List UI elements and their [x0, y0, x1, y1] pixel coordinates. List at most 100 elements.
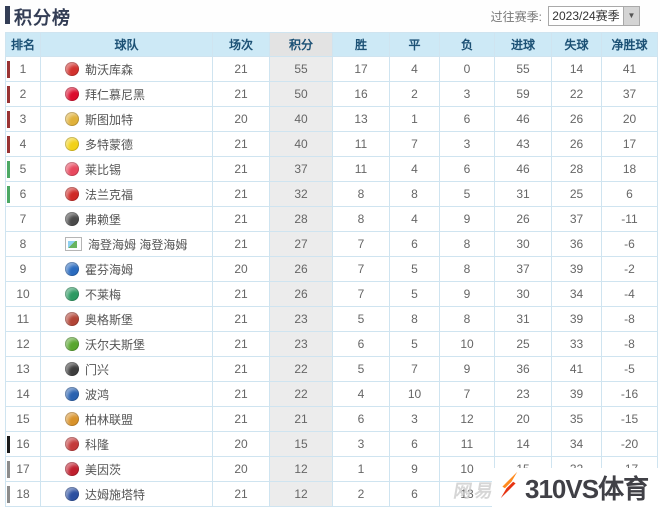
stat-cell-gf: 36 [494, 356, 552, 382]
rank-cell: 11 [5, 306, 41, 332]
team-name: 多特蒙德 [85, 137, 134, 152]
team-logo-icon [65, 312, 79, 326]
team-logo-icon [65, 262, 79, 276]
stat-cell-draw: 4 [389, 206, 440, 232]
stat-cell-played: 21 [212, 81, 270, 107]
team-cell: 美因茨 [40, 456, 213, 482]
stat-cell-win: 7 [332, 256, 390, 282]
season-label: 过往赛季: [490, 9, 542, 24]
team-logo-icon [65, 337, 79, 351]
team-name: 美因茨 [85, 462, 122, 477]
team-cell: 达姆施塔特 [40, 481, 213, 507]
stat-cell-loss: 13 [439, 481, 495, 507]
stat-cell-ga: 14 [551, 56, 602, 82]
rank-cell: 1 [5, 56, 41, 82]
team-logo-icon [65, 412, 79, 426]
rank-cell: 18 [5, 481, 41, 507]
rank-cell: 3 [5, 106, 41, 132]
stat-cell-points: 28 [269, 206, 333, 232]
stat-cell-draw: 2 [389, 81, 440, 107]
stat-cell-loss: 3 [439, 81, 495, 107]
stat-cell-ga: 39 [551, 256, 602, 282]
rank-cell: 17 [5, 456, 41, 482]
stat-cell-loss: 8 [439, 256, 495, 282]
column-header-rank: 排名 [5, 32, 41, 57]
team-cell: 奥格斯堡 [40, 306, 213, 332]
stat-cell-points: 27 [269, 231, 333, 257]
stat-cell-draw: 6 [389, 431, 440, 457]
stat-cell-points: 50 [269, 81, 333, 107]
column-header-gf: 进球 [494, 32, 552, 57]
stat-cell-gd: 41 [601, 56, 658, 82]
stat-cell-gd: -16 [601, 381, 658, 407]
stat-cell-draw: 5 [389, 331, 440, 357]
team-name: 波鸿 [85, 387, 110, 402]
qualification-marker [7, 436, 10, 453]
rank-cell: 7 [5, 206, 41, 232]
stat-cell-loss: 10 [439, 331, 495, 357]
team-name: 莱比锡 [85, 162, 122, 177]
stat-cell-points: 55 [269, 56, 333, 82]
stat-cell-draw: 3 [389, 406, 440, 432]
rank-cell: 10 [5, 281, 41, 307]
rank-cell: 14 [5, 381, 41, 407]
team-cell: 海登海姆 海登海姆 [40, 231, 213, 257]
stat-cell-win: 3 [332, 431, 390, 457]
stat-cell-draw: 9 [389, 456, 440, 482]
team-cell: 沃尔夫斯堡 [40, 331, 213, 357]
stat-cell-ga: 34 [551, 281, 602, 307]
stat-cell-points: 37 [269, 156, 333, 182]
team-cell: 斯图加特 [40, 106, 213, 132]
stat-cell-draw: 5 [389, 256, 440, 282]
table-row: 18 达姆施塔特 21 12 2 6 13 [5, 481, 658, 507]
team-logo-icon [65, 437, 79, 451]
season-select[interactable]: 2023/24赛季 ▼ [548, 6, 640, 26]
stat-cell-gf: 30 [494, 281, 552, 307]
team-name: 不莱梅 [85, 287, 122, 302]
team-name: 达姆施塔特 [85, 487, 146, 502]
team-cell: 霍芬海姆 [40, 256, 213, 282]
stat-cell-ga: 39 [551, 381, 602, 407]
stat-cell-gf: 37 [494, 256, 552, 282]
stat-cell-gd: 6 [601, 181, 658, 207]
stat-cell-draw: 10 [389, 381, 440, 407]
table-row: 11 奥格斯堡 21 23 5 8 8 31 39 -8 [5, 306, 658, 332]
stat-cell-points: 23 [269, 331, 333, 357]
team-logo-icon [65, 137, 79, 151]
stat-cell-gf: 46 [494, 106, 552, 132]
qualification-marker [7, 111, 10, 128]
stat-cell-draw: 5 [389, 281, 440, 307]
table-row: 1 勒沃库森 21 55 17 4 0 55 14 41 [5, 56, 658, 82]
team-logo-icon [65, 162, 79, 176]
team-logo-icon [65, 362, 79, 376]
team-logo-icon [65, 387, 79, 401]
team-logo-icon [65, 112, 79, 126]
stat-cell-draw: 4 [389, 56, 440, 82]
stat-cell-points: 12 [269, 456, 333, 482]
chevron-down-icon[interactable]: ▼ [623, 7, 639, 25]
stat-cell-ga: 34 [551, 431, 602, 457]
stat-cell-loss: 9 [439, 206, 495, 232]
team-name: 柏林联盟 [85, 412, 134, 427]
stat-cell-loss: 3 [439, 131, 495, 157]
team-logo-icon [65, 212, 79, 226]
stat-cell-loss: 6 [439, 156, 495, 182]
stat-cell-ga: 36 [551, 231, 602, 257]
table-row: 13 门兴 21 22 5 7 9 36 41 -5 [5, 356, 658, 382]
stat-cell-points: 22 [269, 356, 333, 382]
stat-cell-win: 8 [332, 206, 390, 232]
table-row: 15 柏林联盟 21 21 6 3 12 20 35 -15 [5, 406, 658, 432]
stat-cell-gd: 18 [601, 156, 658, 182]
rank-cell: 4 [5, 131, 41, 157]
team-name: 勒沃库森 [85, 62, 134, 77]
table-row: 7 弗赖堡 21 28 8 4 9 26 37 -11 [5, 206, 658, 232]
stat-cell-win: 4 [332, 381, 390, 407]
column-header-draw: 平 [389, 32, 440, 57]
stat-cell-gd: -2 [601, 256, 658, 282]
stat-cell-win: 7 [332, 281, 390, 307]
team-logo-icon [65, 62, 79, 76]
stat-cell-gd: 20 [601, 106, 658, 132]
stat-cell-loss: 9 [439, 281, 495, 307]
stat-cell-win: 6 [332, 406, 390, 432]
